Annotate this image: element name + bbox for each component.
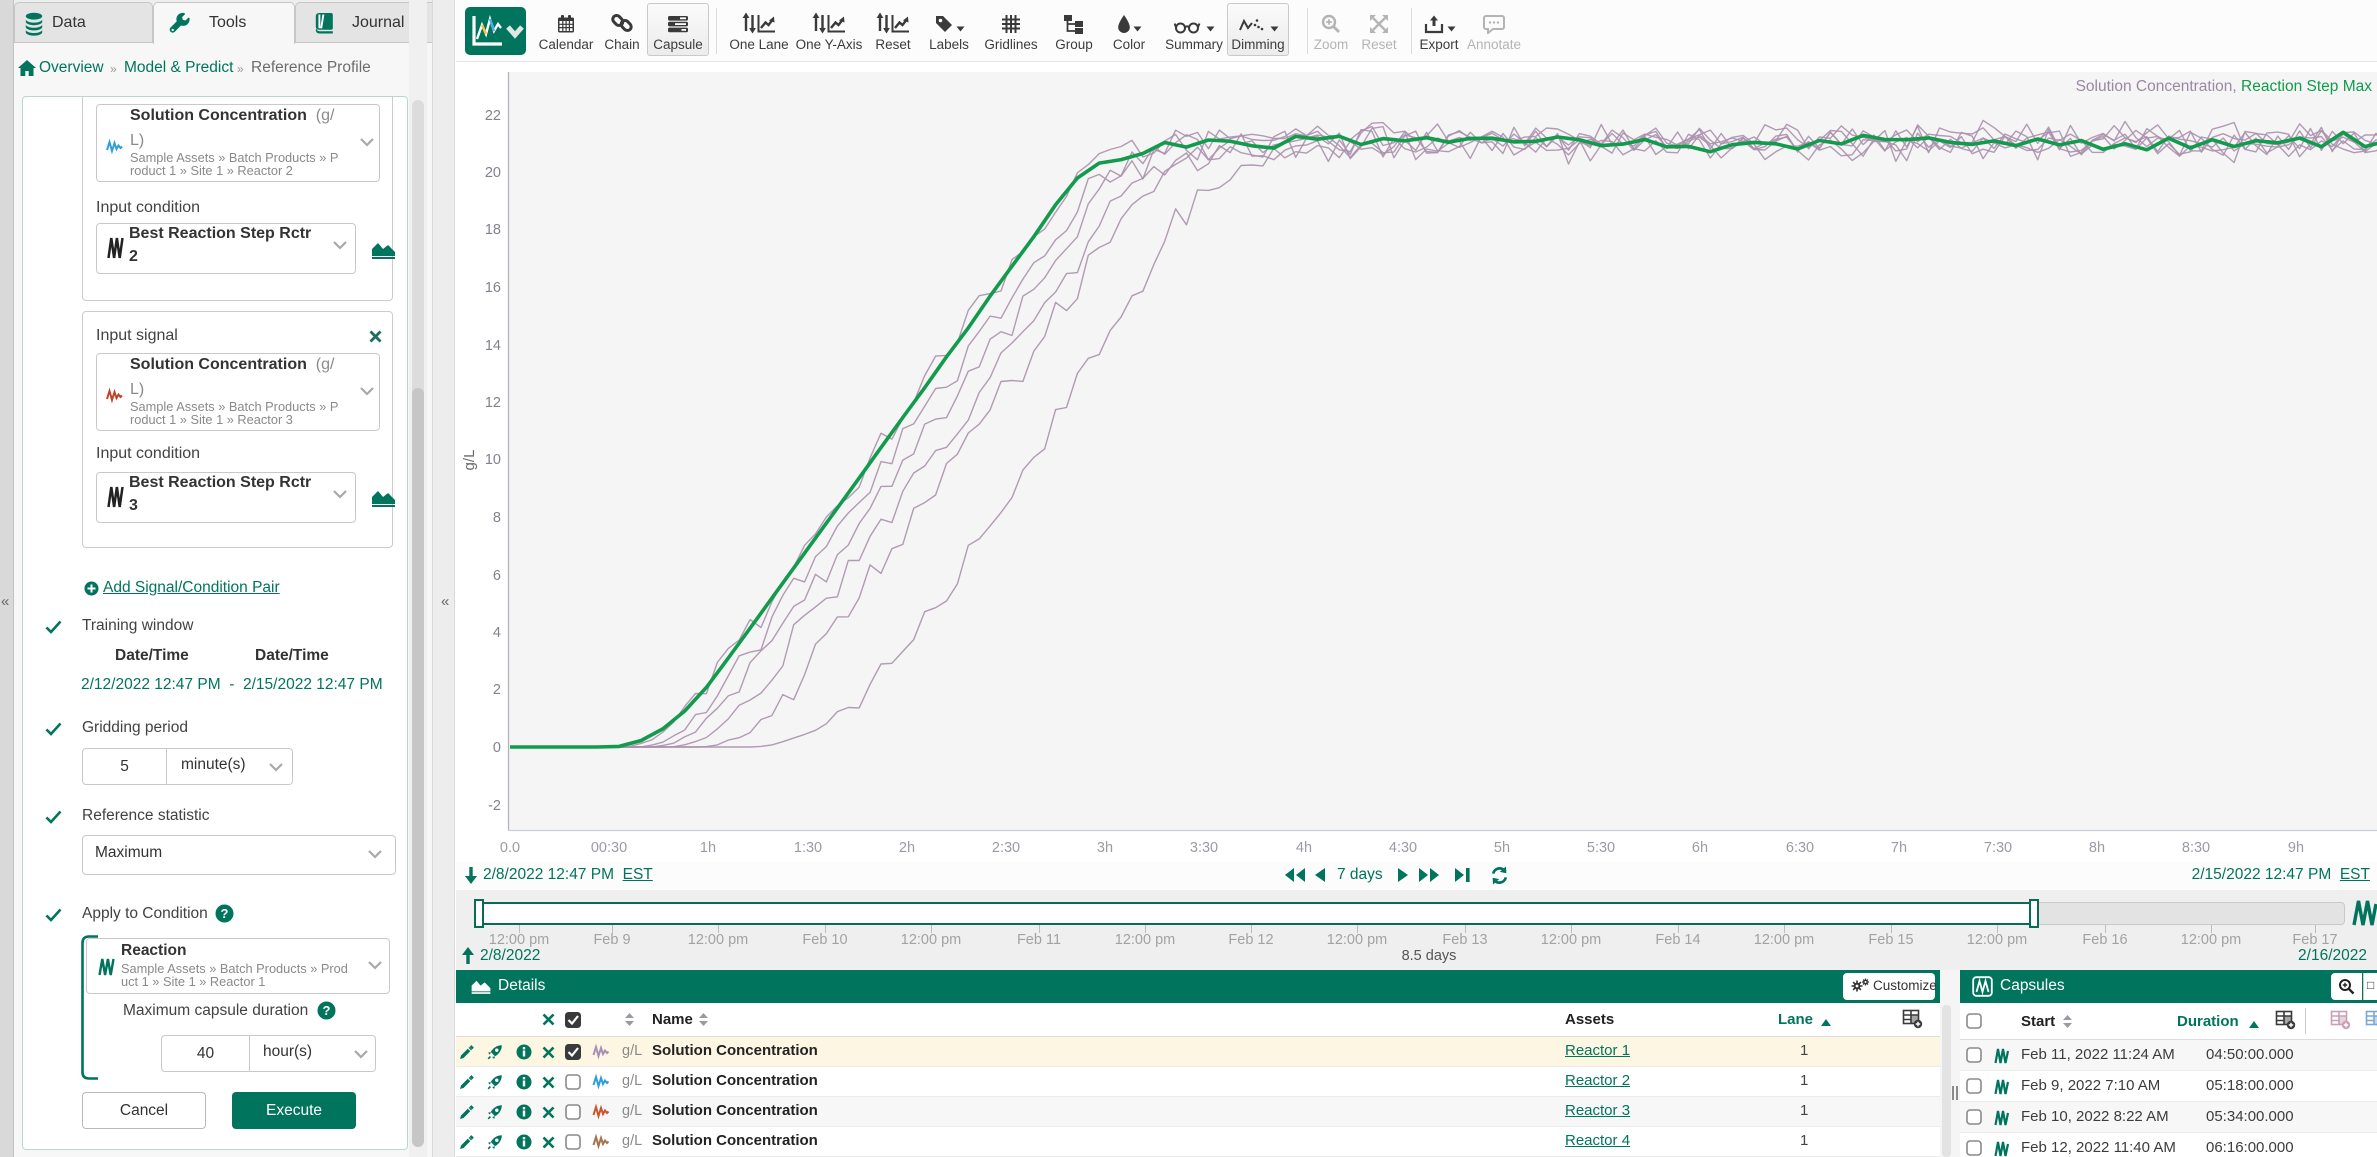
- svg-text:10: 10: [485, 452, 501, 468]
- svg-text:14: 14: [485, 338, 501, 354]
- svg-text:?: ?: [323, 1003, 331, 1018]
- svg-text:5h: 5h: [1494, 840, 1510, 856]
- svg-text:5:30: 5:30: [1587, 840, 1615, 856]
- svg-text:4: 4: [493, 625, 501, 641]
- svg-text:8h: 8h: [2089, 840, 2105, 856]
- svg-text:0: 0: [493, 740, 501, 756]
- svg-text:2h: 2h: [899, 840, 915, 856]
- svg-text:4h: 4h: [1296, 840, 1312, 856]
- svg-text:0.0: 0.0: [500, 840, 520, 856]
- svg-text:6: 6: [493, 568, 501, 584]
- svg-text:6:30: 6:30: [1786, 840, 1814, 856]
- svg-text:18: 18: [485, 222, 501, 238]
- svg-text:?: ?: [221, 906, 229, 921]
- svg-text:9h: 9h: [2288, 840, 2304, 856]
- svg-text:-2: -2: [488, 798, 501, 814]
- svg-text:6h: 6h: [1692, 840, 1708, 856]
- svg-text:1:30: 1:30: [794, 840, 822, 856]
- svg-text:2:30: 2:30: [992, 840, 1020, 856]
- svg-text:2: 2: [493, 682, 501, 698]
- svg-text:3:30: 3:30: [1190, 840, 1218, 856]
- svg-text:3h: 3h: [1097, 840, 1113, 856]
- svg-text:g/L: g/L: [461, 450, 478, 471]
- svg-text:16: 16: [485, 280, 501, 296]
- svg-text:20: 20: [485, 165, 501, 181]
- svg-text:12: 12: [485, 395, 501, 411]
- svg-text:8: 8: [493, 510, 501, 526]
- svg-text:00:30: 00:30: [591, 840, 627, 856]
- svg-text:Solution Concentration, Reacti: Solution Concentration, Reaction Step Ma…: [2076, 78, 2373, 95]
- svg-text:22: 22: [485, 108, 501, 124]
- svg-text:7:30: 7:30: [1984, 840, 2012, 856]
- svg-text:4:30: 4:30: [1389, 840, 1417, 856]
- svg-text:8:30: 8:30: [2182, 840, 2210, 856]
- svg-text:7h: 7h: [1891, 840, 1907, 856]
- svg-text:1h: 1h: [700, 840, 716, 856]
